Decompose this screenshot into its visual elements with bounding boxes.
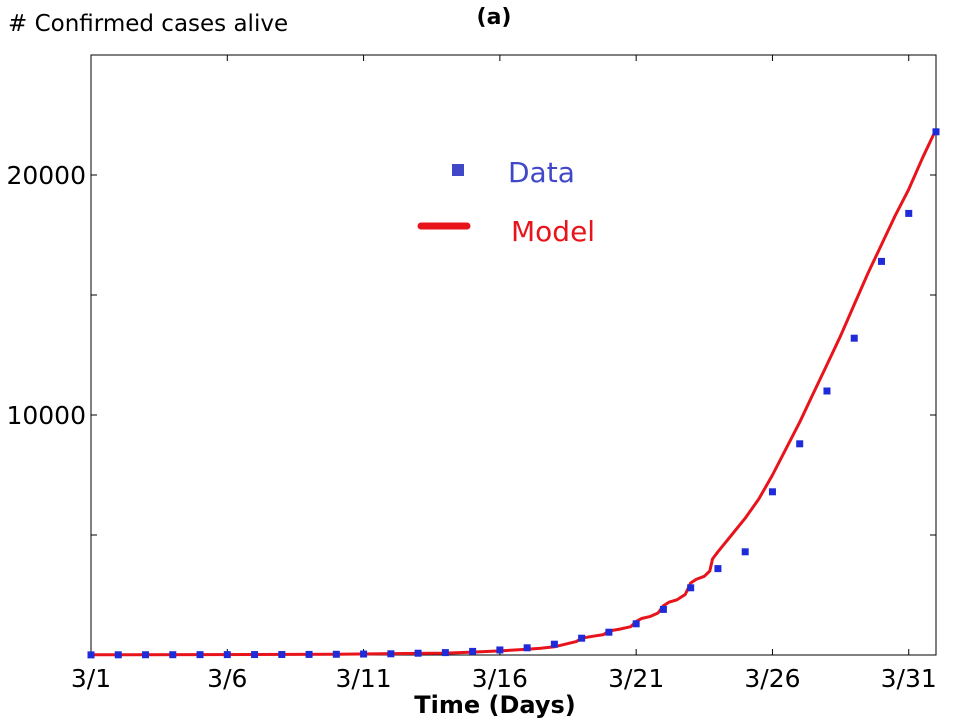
legend-model-label: Model — [511, 215, 595, 248]
data-point — [414, 649, 422, 657]
data-point — [251, 651, 259, 659]
data-point — [223, 651, 231, 659]
data-point — [850, 334, 858, 342]
x-tick-label: 3/21 — [608, 664, 664, 693]
data-point — [114, 651, 122, 659]
data-point — [496, 646, 504, 654]
data-point — [305, 650, 313, 658]
series-layer — [87, 128, 940, 659]
data-point — [687, 584, 695, 592]
data-point — [823, 387, 831, 395]
data-point — [550, 640, 558, 648]
x-tick-label: 3/31 — [881, 664, 937, 693]
x-tick-label: 3/11 — [336, 664, 392, 693]
legend: Data Model — [417, 156, 595, 248]
data-point — [142, 651, 150, 659]
data-point — [905, 209, 913, 217]
data-point — [196, 651, 204, 659]
x-tick-label: 3/26 — [744, 664, 800, 693]
x-tick-labels: 3/1 3/6 3/11 3/16 3/21 3/26 3/31 — [71, 664, 937, 693]
data-point — [578, 634, 586, 642]
legend-data-label: Data — [508, 156, 575, 189]
data-point — [87, 651, 95, 659]
data-point — [632, 620, 640, 628]
data-point — [360, 650, 368, 658]
data-point — [768, 488, 776, 496]
y-tick-label: 20000 — [6, 161, 86, 190]
legend-data-marker — [452, 164, 464, 176]
y-tick-labels: 10000 20000 — [6, 161, 86, 430]
x-tick-label: 3/6 — [207, 664, 247, 693]
panel-label: (a) — [477, 5, 512, 30]
data-point — [932, 128, 940, 136]
data-point — [877, 257, 885, 265]
data-point — [469, 647, 477, 655]
data-point — [332, 650, 340, 658]
model-line — [90, 128, 938, 657]
data-point — [741, 548, 749, 556]
x-tick-label: 3/16 — [472, 664, 528, 693]
y-axis-title: # Confirmed cases alive — [8, 11, 288, 37]
axis-ticks — [90, 55, 936, 655]
x-tick-label: 3/1 — [71, 664, 111, 693]
data-point — [169, 651, 177, 659]
data-point — [387, 650, 395, 658]
data-point — [796, 440, 804, 448]
data-point — [523, 644, 531, 652]
data-point — [605, 628, 613, 636]
data-point — [659, 605, 667, 613]
plot-frame — [90, 54, 937, 656]
y-tick-label: 10000 — [6, 401, 86, 430]
data-point — [278, 651, 286, 659]
data-point — [441, 649, 449, 657]
data-point — [714, 565, 722, 573]
x-axis-title: Time (Days) — [414, 691, 575, 719]
